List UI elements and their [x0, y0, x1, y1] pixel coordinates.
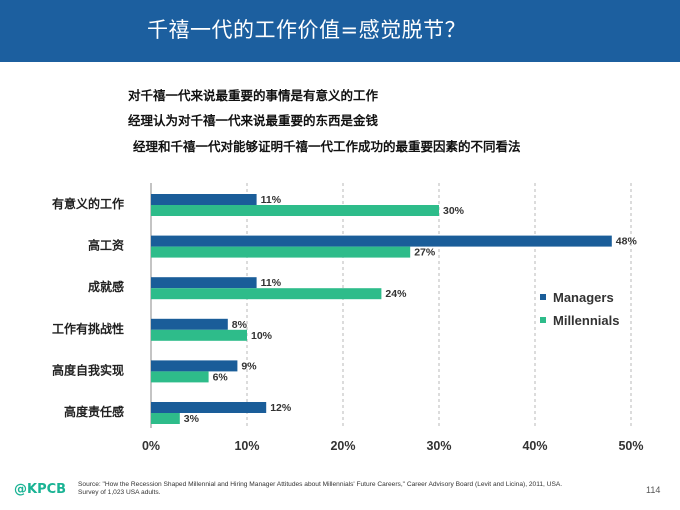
page-number: 114 — [646, 485, 661, 495]
category-label-5: 高度责任感 — [64, 404, 124, 419]
x-tick-label-0: 0% — [142, 439, 160, 453]
slide-header: 千禧一代的工作价值=感觉脱节？ — [0, 0, 680, 62]
millennials-data-label-3: 10% — [251, 330, 273, 342]
managers-data-label-4: 9% — [241, 360, 257, 372]
millennials-data-label-0: 30% — [443, 205, 465, 217]
managers-bar-3 — [151, 318, 228, 330]
managers-data-label-5: 12% — [270, 402, 292, 414]
x-tick-label-30: 30% — [426, 439, 451, 453]
millennials-data-label-5: 3% — [184, 413, 200, 425]
category-label-0: 有意义的工作 — [52, 196, 124, 211]
legend-label-1: Millennials — [553, 313, 619, 328]
millennials-bar-0 — [151, 205, 439, 216]
bullet-success-factors: 经理和千禧一代对能够证明千禧一代工作成功的最重要因素的不同看法 — [133, 139, 521, 154]
managers-data-label-2: 11% — [261, 277, 282, 289]
millennials-bar-4 — [151, 371, 209, 383]
managers-data-label-0: 11% — [261, 194, 282, 206]
millennials-bar-5 — [151, 413, 180, 424]
legend-swatch-1 — [540, 317, 546, 323]
millennials-data-label-2: 24% — [385, 288, 407, 300]
millennials-bar-1 — [151, 246, 411, 258]
bullet-meaningful-work: 对千禧一代来说最重要的事情是有意义的工作 — [128, 88, 379, 103]
x-tick-label-20: 20% — [330, 439, 355, 453]
x-tick-label-40: 40% — [522, 439, 547, 453]
source-note: Source: "How the Recession Shaped Millen… — [78, 481, 578, 497]
managers-bar-1 — [151, 235, 612, 247]
legend-label-0: Managers — [553, 290, 614, 305]
managers-bar-4 — [151, 360, 238, 372]
category-label-4: 高度自我实现 — [52, 362, 124, 377]
millennials-data-label-4: 6% — [213, 371, 229, 383]
millennials-data-label-1: 27% — [414, 247, 436, 259]
source-line-2: Survey of 1,023 USA adults. — [78, 489, 161, 496]
managers-bar-0 — [151, 194, 257, 205]
millennials-bar-3 — [151, 329, 247, 341]
category-label-3: 工作有挑战性 — [52, 321, 124, 336]
slide-title: 千禧一代的工作价值=感觉脱节？ — [147, 18, 467, 42]
kpcb-logo: @KPCB — [14, 482, 67, 497]
legend-swatch-0 — [540, 294, 546, 300]
managers-bar-5 — [151, 402, 267, 413]
x-tick-label-10: 10% — [234, 439, 259, 453]
millennials-bar-2 — [151, 288, 382, 300]
managers-data-label-3: 8% — [232, 319, 248, 331]
source-line-1: Source: "How the Recession Shaped Millen… — [78, 481, 563, 488]
category-label-1: 高工资 — [88, 238, 124, 253]
x-tick-label-50: 50% — [618, 439, 643, 453]
category-label-2: 成就感 — [88, 279, 124, 294]
bullet-money: 经理认为对千禧一代来说最重要的东西是金钱 — [128, 113, 379, 128]
managers-data-label-1: 48% — [616, 236, 638, 248]
managers-bar-2 — [151, 277, 257, 289]
